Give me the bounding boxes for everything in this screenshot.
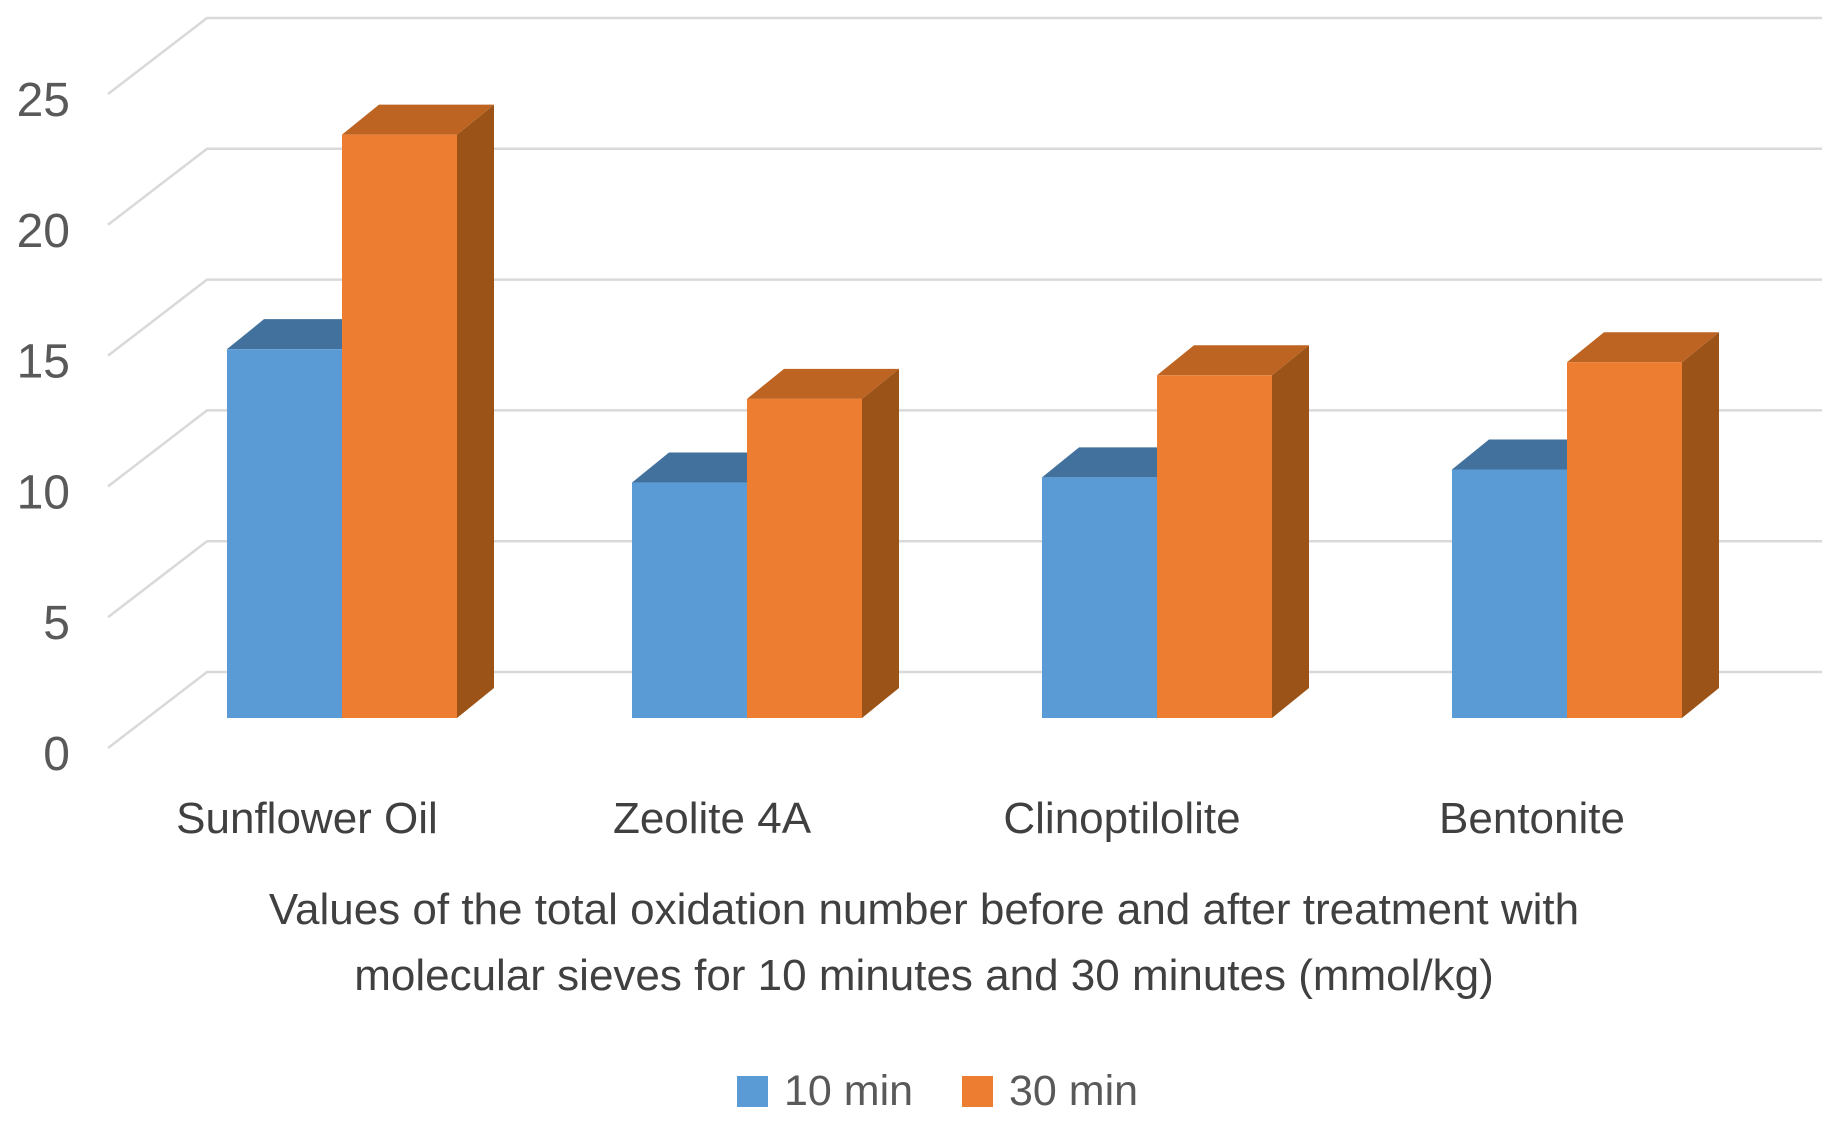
bar-front-face — [1042, 477, 1157, 718]
bar-front-face — [1567, 362, 1682, 718]
bar-top-face — [1157, 345, 1309, 376]
bar-30min-clinoptilolite — [1157, 345, 1309, 718]
chart-title: Values of the total oxidation number bef… — [269, 885, 1579, 1000]
bar-front-face — [632, 482, 747, 718]
bar-front-face — [1452, 469, 1567, 718]
y-tick-label-25: 25 — [17, 74, 70, 127]
legend-label-10min: 10 min — [784, 1067, 913, 1115]
category-label-bentonite: Bentonite — [1439, 794, 1625, 843]
y-tick-label-10: 10 — [17, 466, 70, 519]
bar-top-face — [1452, 439, 1604, 470]
bar-side-face — [862, 368, 899, 718]
bar-top-face — [1042, 447, 1194, 478]
bar-side-face — [1272, 345, 1309, 718]
legend-item-10min: 10 min — [737, 1067, 913, 1115]
bar-30min-zeolite-4a — [747, 368, 899, 718]
bar-top-face — [747, 368, 899, 399]
bar-side-face — [1682, 332, 1719, 718]
bar-top-face — [1567, 332, 1719, 363]
category-label-sunflower-oil: Sunflower Oil — [176, 794, 438, 843]
chart-legend: 10 min 30 min — [737, 1067, 1138, 1115]
bar-30min-bentonite — [1567, 332, 1719, 718]
gridline-20 — [107, 147, 1822, 226]
bar-front-face — [747, 398, 862, 718]
legend-swatch-30min — [962, 1076, 993, 1107]
bar-side-face — [457, 104, 494, 718]
bar-top-face — [632, 452, 784, 483]
chart-title-line1: Values of the total oxidation number bef… — [269, 885, 1579, 934]
category-label-zeolite-4a: Zeolite 4A — [613, 794, 812, 843]
bar-front-face — [1157, 375, 1272, 718]
y-tick-label-5: 5 — [43, 597, 70, 650]
gridline-25 — [107, 16, 1822, 95]
gridline-15 — [107, 278, 1822, 357]
bar-top-face — [342, 104, 494, 135]
y-tick-label-20: 20 — [17, 205, 70, 258]
bar-front-face — [227, 349, 342, 718]
bar-front-face — [342, 134, 457, 718]
category-label-clinoptilolite: Clinoptilolite — [1003, 794, 1240, 843]
legend-swatch-10min — [737, 1076, 768, 1107]
bar-30min-sunflower-oil — [342, 104, 494, 718]
legend-label-30min: 30 min — [1009, 1067, 1138, 1115]
bar-top-face — [227, 319, 379, 350]
y-tick-label-0: 0 — [43, 728, 70, 781]
plot-area: 0 5 10 15 20 25 Sunflower Oil Zeolite 4A Clinopt… — [17, 16, 1822, 843]
y-tick-label-15: 15 — [17, 336, 70, 389]
legend-item-30min: 30 min — [962, 1067, 1138, 1115]
chart-title-line2: molecular sieves for 10 minutes and 30 m… — [354, 951, 1494, 1000]
